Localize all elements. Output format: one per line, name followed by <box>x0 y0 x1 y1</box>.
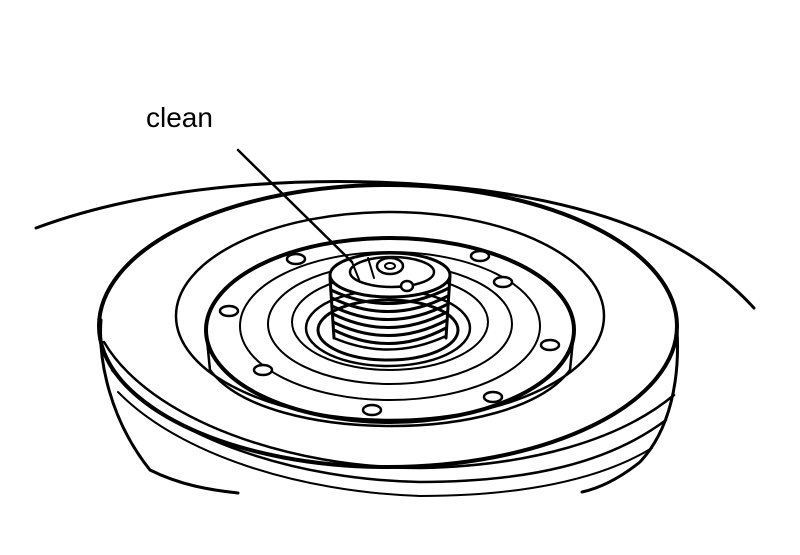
pulley-groove-1 <box>102 340 676 470</box>
bolt-hole <box>252 363 274 377</box>
bolt-hole <box>492 275 514 289</box>
hub-plate-depth-left <box>204 328 394 428</box>
pulley-inner-ring <box>174 210 606 422</box>
threaded-shaft <box>328 251 452 351</box>
shaft-keyway <box>351 257 375 283</box>
callout-leader-line <box>236 148 354 264</box>
shaft-oil-hole <box>399 279 415 293</box>
bolt-hole <box>361 403 383 417</box>
shaft-thread <box>331 318 449 337</box>
shaft-thread <box>332 334 448 351</box>
pulley-outer-rim <box>97 183 679 469</box>
shaft-thread <box>331 310 449 329</box>
shaft-center-bore <box>375 256 405 276</box>
pulley-side-right <box>580 328 679 494</box>
callout-label: clean <box>146 102 213 133</box>
hub-ring-5 <box>316 298 460 362</box>
bolt-hole <box>469 249 491 263</box>
bolt-hole <box>285 252 307 266</box>
shaft-thread <box>330 302 450 321</box>
pulley-groove-2 <box>110 368 668 484</box>
pulley-side-left <box>99 318 240 495</box>
shaft-side-left <box>328 276 336 340</box>
hub-plate-depth-right <box>390 328 576 428</box>
bolt-hole <box>482 390 504 404</box>
shaft-thread <box>329 286 451 305</box>
shaft-center-bore-inner <box>384 262 396 270</box>
bolt-holes <box>218 249 561 417</box>
pulley-groove-3 <box>117 391 653 497</box>
shaft-thread <box>330 294 450 313</box>
bolt-hole <box>539 338 561 352</box>
shaft-thread <box>332 326 448 345</box>
bolt-hole <box>218 304 240 318</box>
